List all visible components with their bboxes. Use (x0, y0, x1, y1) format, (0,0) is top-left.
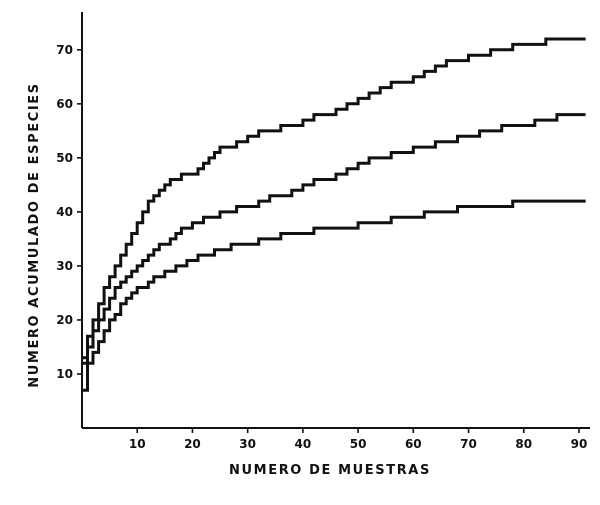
y-tick-label: 20 (56, 313, 73, 327)
x-tick-label: 50 (350, 437, 367, 451)
x-tick-label: 70 (460, 437, 477, 451)
x-axis-title: NUMERO DE MUESTRAS (229, 463, 431, 478)
y-axis-title: NUMERO ACUMULADO DE ESPECIES (27, 82, 42, 387)
series-line-2 (82, 113, 586, 365)
y-tick-label: 50 (56, 151, 73, 165)
axes (81, 12, 590, 429)
series-group (82, 37, 586, 392)
y-tick-label: 30 (56, 259, 73, 273)
x-tick-label: 60 (405, 437, 422, 451)
x-tick-label: 30 (239, 437, 256, 451)
x-axis-ticks: 10 20 30 40 50 60 70 80 90 (129, 428, 587, 451)
x-tick-label: 80 (515, 437, 532, 451)
series-line-3 (82, 199, 586, 392)
x-tick-label: 90 (571, 437, 588, 451)
y-tick-label: 70 (56, 43, 73, 57)
y-axis-ticks: 10 20 30 40 50 60 70 (56, 43, 82, 381)
y-tick-label: 40 (56, 205, 73, 219)
y-tick-label: 10 (56, 367, 73, 381)
x-tick-label: 20 (184, 437, 201, 451)
y-tick-label: 60 (56, 97, 73, 111)
x-tick-label: 40 (295, 437, 312, 451)
series-line-1 (82, 37, 586, 360)
x-tick-label: 10 (129, 437, 146, 451)
y-axis-title-group: NUMERO ACUMULADO DE ESPECIES (27, 82, 42, 387)
